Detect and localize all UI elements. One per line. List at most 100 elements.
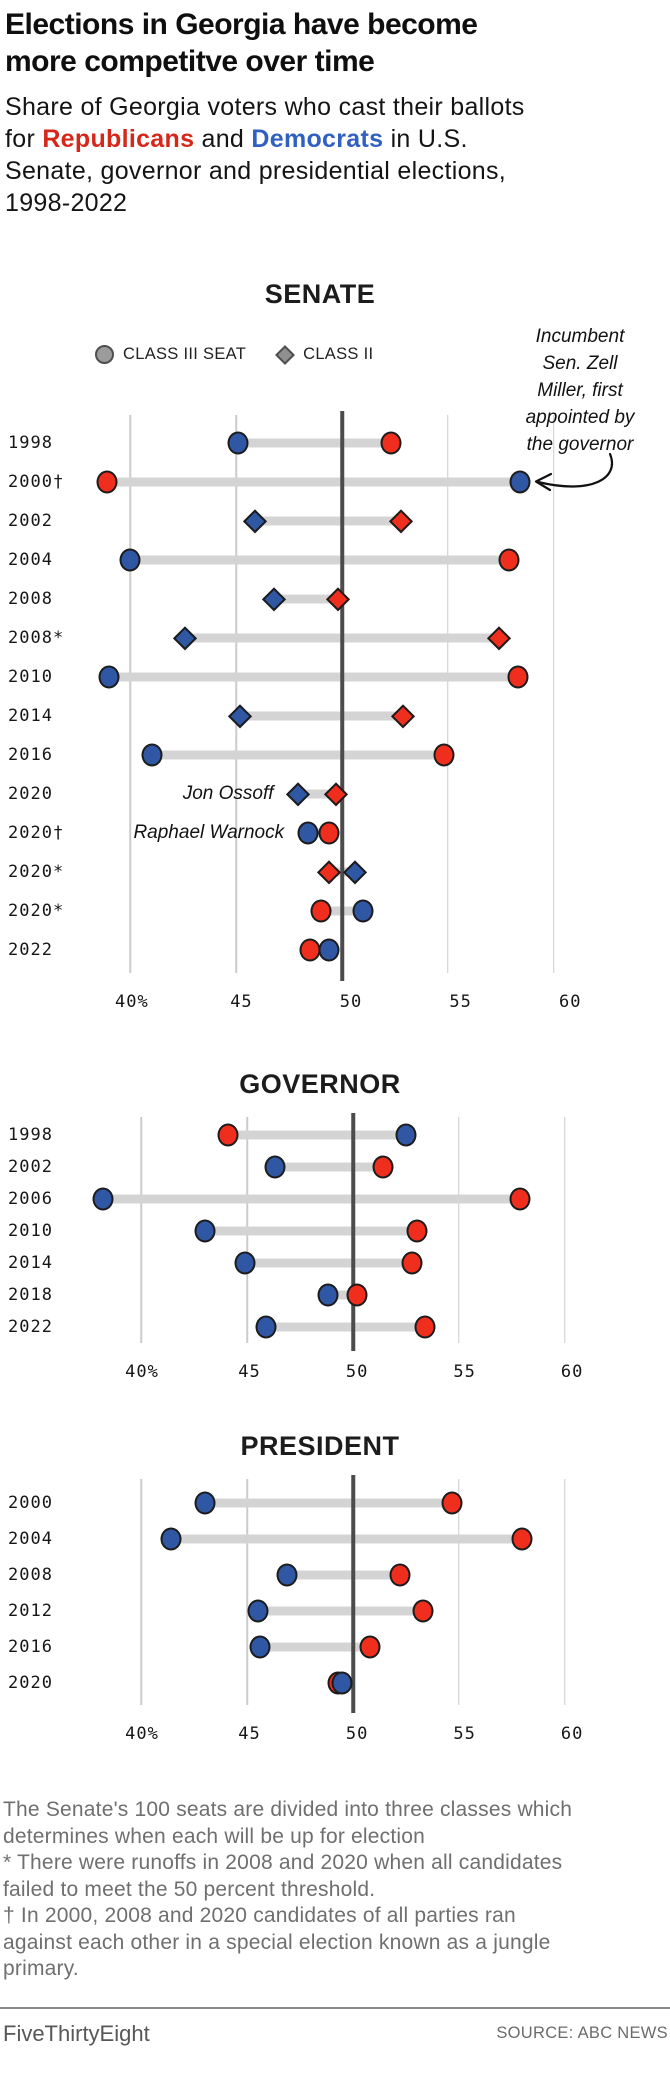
gray-circle-icon [95,345,114,364]
footer: The Senate's 100 seats are divided into … [0,1797,670,2047]
governor-row-2014-4: 2014 [8,1247,661,1279]
rep-circle-marker [299,938,321,961]
rep-circle-marker [96,470,118,493]
senate-chart-title: SENATE [264,279,376,309]
year-label: 2006 [8,1189,53,1209]
connector-bar [103,1194,521,1204]
year-label: 2008 [8,588,53,609]
governor-row-2018-5: 2018 [8,1279,661,1311]
year-label: 2004 [8,1529,53,1549]
rep-circle-marker [318,821,340,844]
fifty-percent-line [351,1475,355,1713]
footnote-jungle-primary: † In 2000, 2008 and 2020 candidates of a… [3,1904,551,1980]
president-chart-title: PRESIDENT [240,1431,400,1461]
spacer [0,1461,670,1475]
spacer [0,1099,670,1113]
governor-row-1998-0: 1998 [8,1119,661,1151]
connector-bar [151,750,444,759]
president-row-2016-4: 2016 [8,1629,661,1665]
rep-circle-marker [511,1527,533,1551]
rep-diamond-marker [391,703,416,728]
rep-diamond-marker [326,586,350,611]
rep-circle-marker [359,1635,381,1659]
connector-bar [228,1130,406,1140]
connector-bar [109,672,518,681]
gridline-55 [458,1479,460,1705]
rep-circle-marker [217,1123,239,1147]
x-tick-40: 40% [125,1724,159,1744]
rep-diamond-marker [317,859,341,884]
connector-bar [327,1290,358,1300]
gridline-55 [458,1117,460,1343]
connector-bar [255,516,402,525]
connector-bar [204,1226,417,1236]
header: Elections in Georgia have become more com… [0,6,670,219]
president-row-2012-3: 2012 [8,1593,661,1629]
senate-row-2008-4: 2008 [8,579,650,618]
legend-label: CLASS III SEAT [123,345,247,363]
chart-president: PRESIDENT 2000 2004 2008 2012 2016 2020 40% 45 50… [0,1431,670,1745]
dem-circle-marker [141,743,162,766]
gridline-60 [563,1117,566,1343]
dem-circle-marker [395,1123,417,1147]
gridline-40 [140,1479,143,1705]
legend-label: CLASS II [303,345,374,363]
headline-line1: Elections in Georgia have become [5,8,478,41]
democrats-label: Democrats [251,125,384,153]
x-tick-50: 50 [339,992,363,1012]
gray-diamond-icon [275,344,296,365]
fifty-percent-line [340,411,344,981]
year-label: 2010 [8,666,53,687]
year-label: 2022 [8,1317,53,1337]
year-label: 2020† [8,822,65,843]
senate-row-2022-13: 2022 [8,930,650,969]
x-tick-60: 60 [560,1362,584,1382]
connector-bar [308,828,330,837]
year-label: 2016 [8,1637,53,1657]
gridline-40 [140,1117,143,1343]
fifty-percent-line [351,1113,355,1351]
rep-circle-marker [310,899,332,922]
rep-circle-marker [389,1563,411,1587]
year-label: 2002 [8,510,53,531]
dem-circle-marker [194,1491,216,1515]
connector-bar [107,477,520,486]
gridline-55 [447,415,449,973]
senate-x-axis: 40% 45 50 55 60 [88,983,670,1013]
dem-diamond-marker [228,703,253,728]
rep-circle-marker [441,1491,463,1515]
year-label: 2020* [8,861,65,882]
connector-bar [170,1534,523,1544]
legend-item-class-ii: CLASS II [275,344,374,365]
rep-circle-marker [401,1251,423,1275]
governor-plot-area: 1998 2002 2006 2010 2014 2018 2022 [8,1113,661,1353]
senate-row-2020-9: 2020 Jon Ossoff [8,774,650,813]
year-label: 2020 [8,1673,53,1693]
dem-circle-marker [255,1315,277,1339]
dem-circle-marker [98,665,120,688]
headline-line2: more competitve over time [5,45,375,78]
rep-circle-marker [498,548,520,571]
senate-row-2002-2: 2002 [8,501,650,540]
rep-circle-marker [509,1187,531,1211]
x-tick-60: 60 [560,1724,584,1744]
x-tick-60: 60 [559,992,582,1012]
dem-circle-marker [264,1155,286,1179]
senate-row-2014-7: 2014 [8,696,650,735]
dem-circle-marker [297,821,319,844]
dem-diamond-marker [343,859,367,884]
rep-circle-marker [346,1283,368,1307]
year-label: 2002 [8,1157,53,1177]
dem-circle-marker [317,1283,339,1307]
dem-circle-marker [119,548,141,571]
year-label: 1998 [8,1125,53,1145]
x-tick-40: 40% [125,1362,159,1382]
president-x-axis: 40% 45 50 55 60 [99,1715,670,1745]
footnotes: The Senate's 100 seats are divided into … [3,1797,583,1983]
x-tick-45: 45 [238,1362,261,1382]
year-label: 2000† [8,471,65,492]
rep-circle-marker [380,431,402,454]
connector-bar [245,1258,413,1268]
chart-senate: SENATE CLASS III SEAT CLASS II Incumbent Se… [0,279,670,1013]
gridline-40 [129,415,132,973]
